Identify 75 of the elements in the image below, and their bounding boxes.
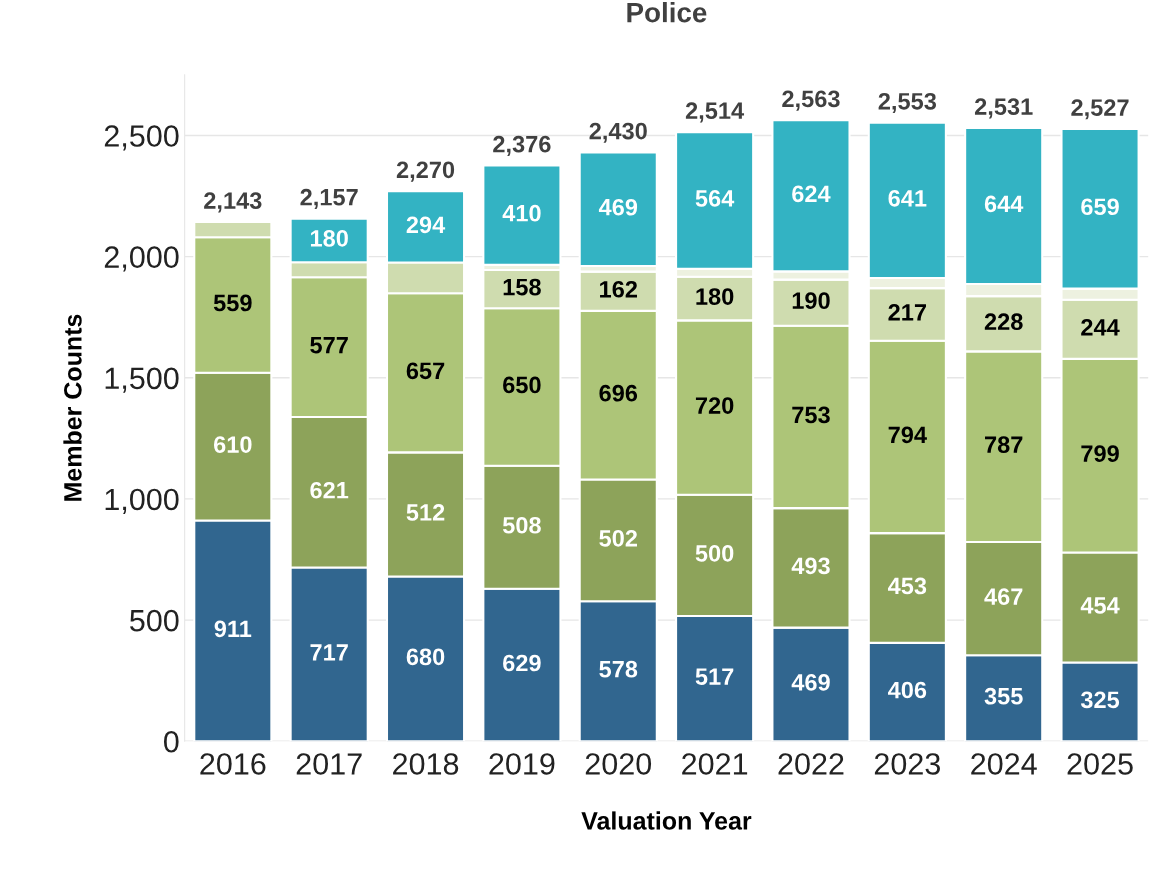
data-label: 355 <box>984 687 1023 705</box>
data-label: 454 <box>1080 597 1120 614</box>
x-axis-title: Valuation Year <box>581 811 752 830</box>
data-label: 508 <box>502 516 541 534</box>
total-label: 2,527 <box>1071 99 1129 120</box>
data-label: 624 <box>792 185 831 203</box>
data-label: 228 <box>984 313 1023 331</box>
data-label: 659 <box>1081 198 1119 216</box>
total-label: 2,430 <box>589 122 647 143</box>
y-tick-label: 1,000 <box>105 488 179 514</box>
x-tick-label: 2024 <box>971 753 1037 775</box>
total-label: 2,270 <box>396 161 455 182</box>
total-label: 2,563 <box>782 90 840 111</box>
data-label: 610 <box>213 436 252 453</box>
data-label: 753 <box>792 406 830 424</box>
data-label: 180 <box>310 230 348 247</box>
data-label: 641 <box>888 189 927 207</box>
data-label: 294 <box>406 216 446 234</box>
total-label: 2,157 <box>300 188 358 210</box>
x-tick-label: 2016 <box>200 753 266 775</box>
data-label: 650 <box>503 376 541 394</box>
data-label: 794 <box>888 426 927 444</box>
data-label: 657 <box>406 362 445 380</box>
data-label: 453 <box>888 577 927 595</box>
chart-title: Police <box>627 2 707 23</box>
data-label: 190 <box>792 292 830 309</box>
x-tick-label: 2025 <box>1067 753 1133 775</box>
data-label: 180 <box>696 288 734 305</box>
data-label: 680 <box>406 648 445 666</box>
data-label: 217 <box>888 304 926 321</box>
y-tick-label: 2,000 <box>104 246 179 272</box>
data-label: 787 <box>985 436 1023 454</box>
data-label: 559 <box>213 294 252 312</box>
x-tick-label: 2018 <box>393 753 459 775</box>
data-label: 629 <box>503 654 541 672</box>
data-label: 717 <box>310 644 348 661</box>
data-label: 325 <box>1080 691 1120 709</box>
data-label: 158 <box>503 278 541 296</box>
data-label: 162 <box>600 280 638 298</box>
data-label: 517 <box>695 668 734 685</box>
data-label: 502 <box>599 529 638 547</box>
data-label: 696 <box>599 384 638 402</box>
data-label: 410 <box>502 204 541 222</box>
data-label: 578 <box>599 660 638 678</box>
data-label: 799 <box>1081 445 1119 463</box>
y-tick-label: 2,500 <box>104 125 179 151</box>
total-label: 2,531 <box>974 98 1033 119</box>
y-axis-title: Member Counts <box>63 314 82 501</box>
data-label: 644 <box>984 195 1024 213</box>
data-label: 911 <box>214 620 252 638</box>
x-tick-label: 2017 <box>296 753 362 775</box>
data-label: 469 <box>791 674 830 691</box>
total-label: 2,143 <box>204 192 262 213</box>
data-label: 469 <box>598 198 638 216</box>
x-tick-label: 2019 <box>489 753 555 775</box>
total-label: 2,514 <box>685 102 745 123</box>
data-label: 406 <box>888 681 927 699</box>
data-label: 493 <box>791 557 830 575</box>
x-tick-label: 2021 <box>682 753 748 775</box>
data-label: 467 <box>984 588 1023 605</box>
data-label: 244 <box>1081 318 1120 336</box>
x-tick-label: 2023 <box>874 753 940 775</box>
data-label: 577 <box>310 336 348 354</box>
data-label: 621 <box>310 481 349 499</box>
data-label: 564 <box>695 190 735 207</box>
y-tick-label: 0 <box>163 730 179 753</box>
data-label: 720 <box>695 397 734 414</box>
data-label: 512 <box>406 504 445 521</box>
y-tick-label: 1,500 <box>105 367 179 393</box>
total-label: 2,553 <box>878 92 937 114</box>
x-tick-label: 2020 <box>585 753 652 775</box>
x-tick-label: 2022 <box>778 753 844 775</box>
total-label: 2,376 <box>493 135 551 156</box>
data-label: 500 <box>695 545 734 562</box>
y-tick-label: 500 <box>130 609 179 632</box>
